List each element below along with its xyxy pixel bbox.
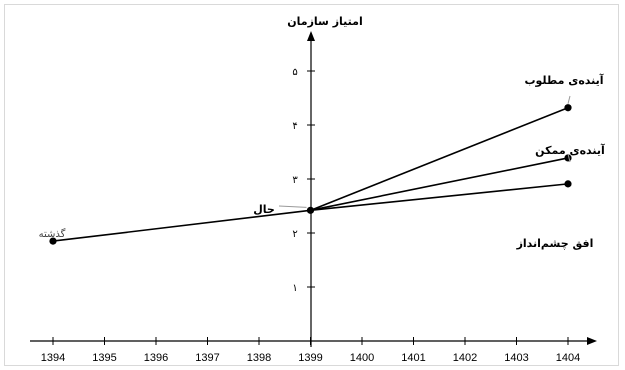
data-point — [564, 180, 572, 188]
x-tick-label: 1402 — [453, 352, 477, 364]
y-ticks: ۱ ۲ ۳ ۴ ۵ — [292, 67, 315, 294]
x-axis-arrow — [587, 337, 597, 345]
y-tick-label: ۴ — [292, 121, 297, 132]
vision-horizon-label: افق چشم‌انداز — [516, 237, 594, 250]
x-tick-label: 1397 — [195, 352, 219, 364]
series-line — [310, 157, 569, 212]
y-tick-label: ۱ — [292, 283, 297, 294]
possible-callout-line — [567, 153, 571, 163]
y-axis-title: امتیاز سازمان — [287, 15, 362, 28]
x-tick-label: 1398 — [247, 352, 271, 364]
x-tick-label: 1399 — [298, 352, 322, 364]
possible-future-label: آینده‌ی ممکن — [535, 143, 605, 157]
series-lines — [52, 106, 569, 242]
data-point — [49, 237, 57, 245]
present-label: حال — [253, 203, 275, 216]
x-tick-label: 1400 — [350, 352, 374, 364]
y-tick-label: ۲ — [292, 229, 297, 240]
series-line — [310, 183, 569, 212]
x-tick-label: 1394 — [41, 352, 65, 364]
past-label: گذشته — [39, 228, 66, 240]
present-callout-line — [278, 205, 307, 208]
callouts — [278, 95, 571, 208]
annotation-labels: گذشته حال آینده‌ی مطلوب آینده‌ی ممکن افق… — [39, 73, 605, 250]
data-point — [564, 104, 572, 112]
data-point — [306, 206, 315, 214]
y-axis-arrow — [307, 31, 315, 41]
desired-callout-line — [567, 95, 571, 104]
y-tick-label: ۵ — [292, 67, 297, 78]
x-tick-label: 1401 — [401, 352, 425, 364]
x-tick-label: 1403 — [504, 352, 528, 364]
x-ticks: 1394 1395 1396 1397 1398 1399 1400 1401 1402 1403… — [41, 337, 580, 364]
series-line — [52, 209, 311, 242]
data-points — [49, 104, 572, 245]
x-tick-label: 1396 — [144, 352, 168, 364]
y-tick-label: ۳ — [292, 175, 298, 186]
x-tick-label: 1404 — [556, 352, 580, 364]
x-tick-label: 1395 — [92, 352, 116, 364]
series-line — [310, 106, 569, 212]
desired-future-label: آینده‌ی مطلوب — [524, 73, 603, 87]
axes: امتیاز سازمان — [30, 15, 597, 347]
